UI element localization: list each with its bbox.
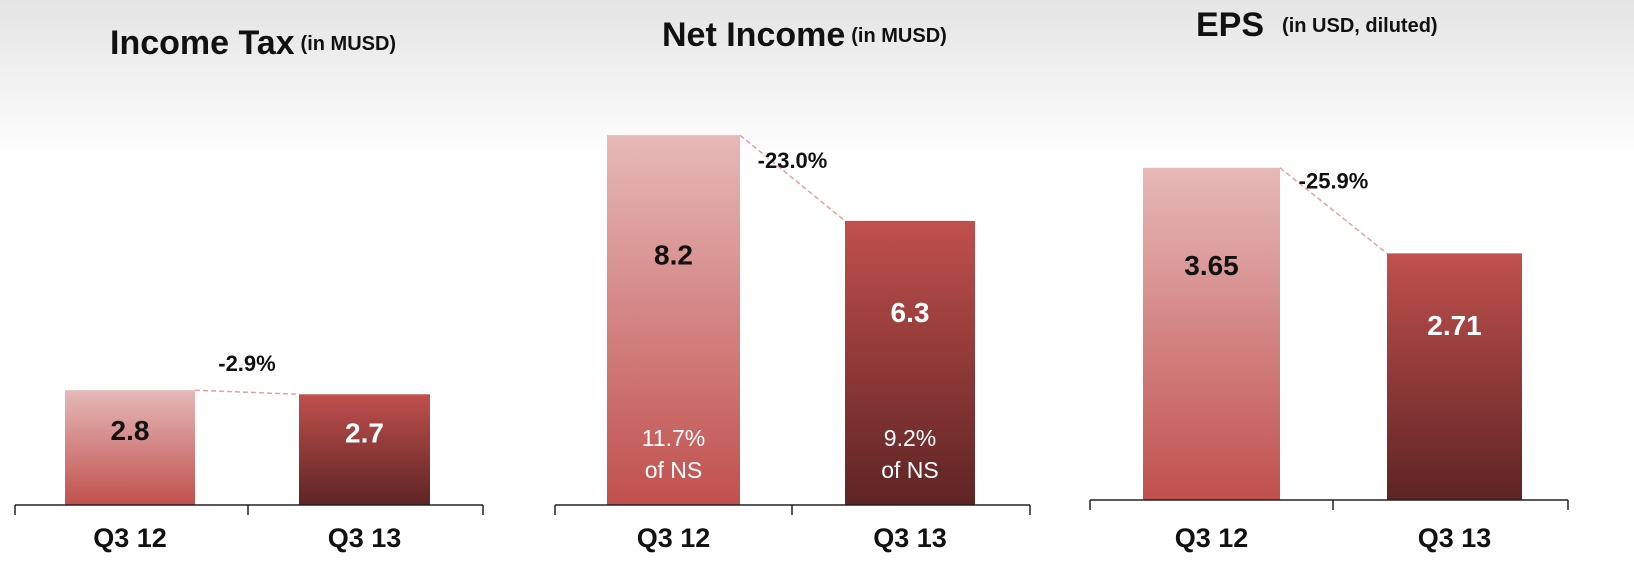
title-sub: (in MUSD) (851, 25, 947, 47)
bar (1387, 253, 1522, 500)
x-tick-label: Q3 13 (873, 523, 947, 553)
change-connector (1279, 167, 1388, 254)
x-tick-label: Q3 12 (93, 523, 167, 553)
bar (299, 394, 430, 505)
chart-title: Income Tax (in MUSD) (110, 24, 396, 62)
change-connector (739, 134, 846, 222)
change-label: -2.9% (218, 351, 275, 376)
chart-title: EPS (in USD, diluted) (1196, 6, 1438, 44)
x-tick-label: Q3 13 (328, 523, 402, 553)
bar (845, 220, 975, 505)
title-main: EPS (1196, 6, 1264, 44)
share-label: of NS (645, 457, 703, 483)
share-label: of NS (881, 457, 939, 483)
value-label: 6.3 (891, 297, 930, 328)
title-sub: (in MUSD) (301, 33, 397, 55)
bar (607, 135, 740, 505)
value-label: 8.2 (654, 240, 693, 271)
x-tick-label: Q3 12 (637, 523, 711, 553)
title-sub: (in USD, diluted) (1282, 15, 1438, 37)
change-label: -25.9% (1299, 169, 1369, 194)
share-label: 9.2% (884, 425, 936, 451)
value-label: 2.8 (111, 415, 150, 446)
bar (1143, 167, 1280, 500)
title-main: Income Tax (110, 24, 295, 62)
change-connector (194, 389, 300, 396)
value-label: 3.65 (1184, 250, 1239, 281)
change-label: -23.0% (758, 148, 828, 173)
title-main: Net Income (662, 16, 845, 54)
x-tick-label: Q3 13 (1418, 523, 1492, 553)
value-label: 2.7 (345, 418, 384, 449)
x-tick-label: Q3 12 (1175, 523, 1249, 553)
bar (65, 390, 195, 505)
chart-title: Net Income (in MUSD) (662, 16, 947, 54)
share-label: 11.7% (642, 425, 706, 451)
value-label: 2.71 (1427, 310, 1482, 341)
